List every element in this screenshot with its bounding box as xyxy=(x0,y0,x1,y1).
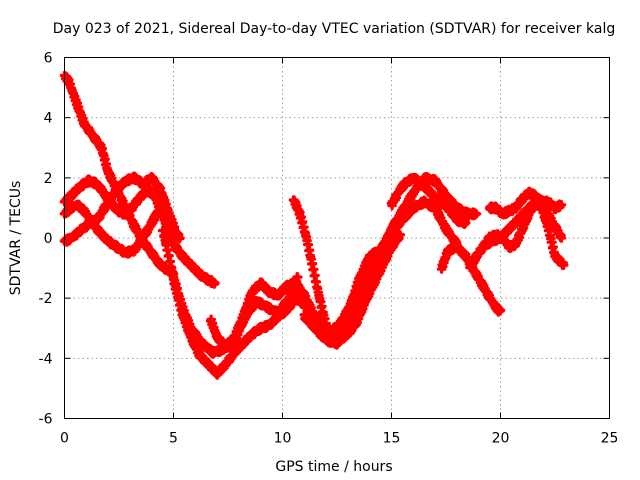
x-tick-label: 0 xyxy=(60,431,69,447)
series-arc-15 xyxy=(478,196,567,254)
y-tick-label: 0 xyxy=(44,231,53,247)
y-tick-labels: -6 -4 -2 0 2 4 6 xyxy=(39,51,53,428)
y-tick-label: -2 xyxy=(39,291,53,307)
y-tick-label: -6 xyxy=(39,412,53,428)
series-arc-10 xyxy=(332,195,462,340)
x-tick-label: 15 xyxy=(383,431,401,447)
series-markers xyxy=(436,241,506,317)
y-axis-label: SDTVAR / TECUs xyxy=(8,181,24,296)
y-tick-label: -4 xyxy=(39,351,53,367)
series-markers xyxy=(332,195,462,340)
data-series xyxy=(59,70,569,380)
chart-title: Day 023 of 2021, Sidereal Day-to-day VTE… xyxy=(53,21,615,37)
x-tick-label: 10 xyxy=(274,431,292,447)
x-axis-label: GPS time / hours xyxy=(275,459,392,475)
x-tick-label: 20 xyxy=(492,431,510,447)
plot-frame xyxy=(64,57,610,419)
y-tick-label: 6 xyxy=(44,51,53,67)
series-markers xyxy=(478,196,567,254)
series-markers xyxy=(386,172,471,230)
x-tick-label: 25 xyxy=(601,431,619,447)
x-tick-labels: 0 5 10 15 20 25 xyxy=(60,431,618,447)
y-tick-label: 4 xyxy=(44,111,53,127)
x-tick-label: 5 xyxy=(169,431,178,447)
series-arc-11 xyxy=(386,172,471,230)
y-tick-label: 2 xyxy=(44,171,53,187)
series-arc-12 xyxy=(436,241,506,317)
